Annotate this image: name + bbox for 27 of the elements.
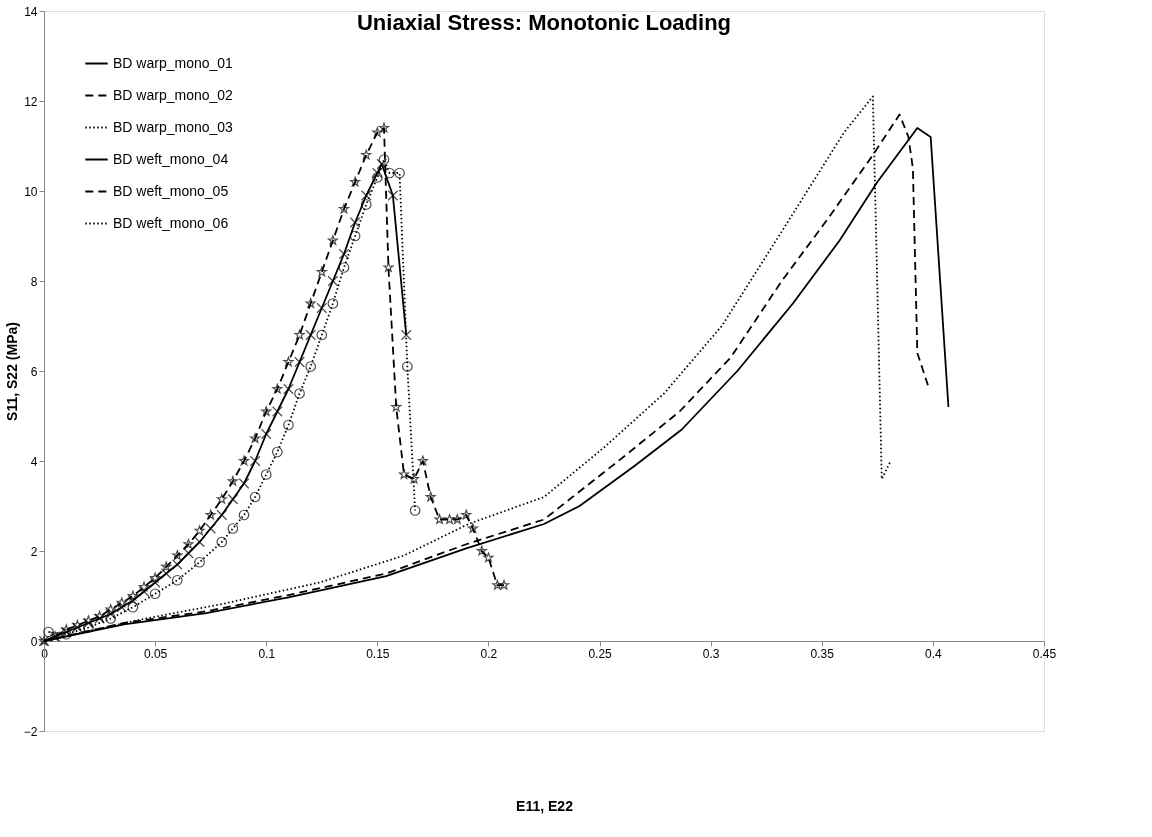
- y-tick-label: 8: [30, 274, 38, 289]
- y-tick-label: 10: [24, 184, 38, 199]
- y-tick-label: 4: [30, 454, 38, 469]
- x-tick-label: 0.15: [366, 646, 390, 661]
- x-tick-label: 0.1: [258, 646, 276, 661]
- legend-label: BD weft_mono_05: [113, 182, 229, 199]
- y-tick-label: 12: [24, 94, 38, 109]
- chart-title: Uniaxial Stress: Monotonic Loading: [356, 10, 732, 35]
- x-tick-label: 0.2: [480, 646, 498, 661]
- x-tick-label: 0.05: [143, 646, 168, 661]
- y-tick-label: 14: [24, 4, 38, 19]
- legend-label: BD weft_mono_06: [113, 214, 229, 231]
- x-axis-title: E11, E22: [516, 797, 574, 814]
- y-tick-label: 0: [30, 634, 38, 649]
- legend-label: BD warp_mono_03: [113, 118, 234, 135]
- legend-label: BD warp_mono_01: [113, 54, 234, 71]
- x-tick-label: 0.35: [810, 646, 835, 661]
- x-tick-label: 0.3: [702, 646, 720, 661]
- x-tick-label: 0.4: [925, 646, 943, 661]
- y-tick-label: 2: [30, 544, 38, 559]
- legend-label: BD weft_mono_04: [113, 150, 229, 167]
- x-tick-label: 0.25: [588, 646, 613, 661]
- y-tick-label: 6: [30, 364, 38, 379]
- y-axis-title: S11, S22 (MPa): [3, 322, 20, 421]
- x-tick-label: 0.45: [1032, 646, 1057, 661]
- y-tick-label: −2: [23, 724, 38, 739]
- legend-label: BD warp_mono_02: [113, 86, 234, 103]
